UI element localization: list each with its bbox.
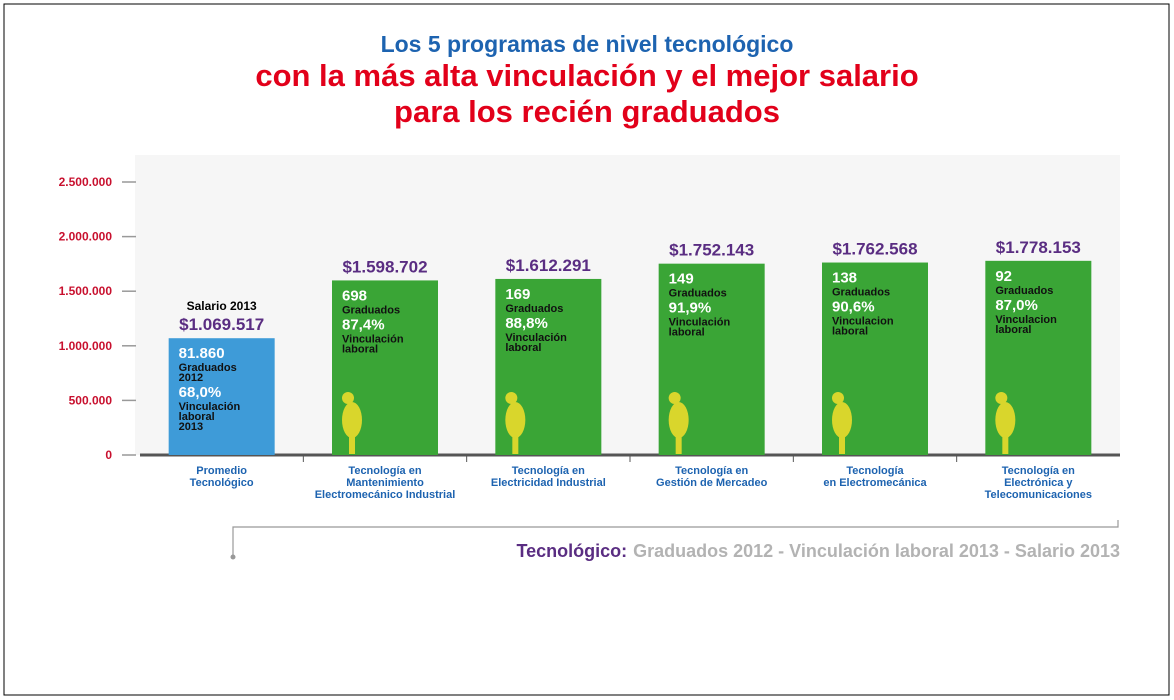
x-tick-label-line: Tecnología <box>846 465 904 477</box>
note-figure: 169 <box>505 286 530 303</box>
footer: Tecnológico: Graduados 2012 - Vinculación… <box>516 541 1120 561</box>
value-label: $1.598.702 <box>342 257 427 276</box>
chart: Los 5 programas de nivel tecnológico con… <box>0 0 1174 700</box>
figure-icon <box>349 430 355 454</box>
note-label: Graduados <box>342 304 400 316</box>
note-figure: 149 <box>669 271 694 288</box>
footer-dot <box>231 555 236 560</box>
x-tick-label-line: Mantenimiento <box>346 477 424 489</box>
figure-icon <box>995 392 1007 404</box>
note-figure: 87,4% <box>342 316 385 333</box>
title-line: para los recién graduados <box>394 94 780 129</box>
x-tick-label-line: Telecomunicaciones <box>985 489 1092 501</box>
note-label: laboral <box>342 343 378 355</box>
note-figure: 87,0% <box>995 297 1038 314</box>
note-label: laboral <box>995 324 1031 336</box>
note-figure: 91,9% <box>669 300 712 317</box>
x-tick-label-line: Electricidad Industrial <box>491 477 606 489</box>
value-label: $1.752.143 <box>669 241 754 260</box>
footer-label: Tecnológico: <box>516 541 627 561</box>
x-tick-label-line: Tecnología en <box>1002 465 1075 477</box>
figure-icon <box>342 392 354 404</box>
figure-icon <box>832 392 844 404</box>
page: Los 5 programas de nivel tecnológico con… <box>0 0 1174 700</box>
figure-icon <box>512 430 518 454</box>
y-tick-label: 0 <box>105 448 112 462</box>
note-figure: 88,8% <box>505 315 548 332</box>
plot-background <box>135 155 1120 455</box>
figure-icon <box>839 430 845 454</box>
y-tick-label: 2.500.000 <box>59 175 113 189</box>
x-tick-label-line: Gestión de Mercadeo <box>656 477 768 489</box>
note-label: Graduados <box>995 285 1053 297</box>
value-label: $1.069.517 <box>179 315 264 334</box>
note-label: Graduados <box>832 287 890 299</box>
y-tick-label: 2.000.000 <box>59 230 113 244</box>
y-tick-label: 1.500.000 <box>59 284 113 298</box>
y-tick-label: 1.000.000 <box>59 339 113 353</box>
x-tick-label-line: en Electromecánica <box>823 477 927 489</box>
note-label: Graduados <box>669 288 727 300</box>
x-tick-label-line: Electrónica y <box>1004 477 1073 489</box>
note-label: laboral <box>832 326 868 338</box>
value-label: $1.778.153 <box>996 238 1081 257</box>
note-label: 2012 <box>179 372 203 384</box>
note-figure: 81.860 <box>179 345 225 362</box>
note-label: laboral <box>669 327 705 339</box>
x-tick-label-line: Electromecánico Industrial <box>315 489 456 501</box>
footer-text: Graduados 2012 - Vinculación laboral 201… <box>633 541 1120 561</box>
title-line: con la más alta vinculación y el mejor s… <box>255 58 918 93</box>
note-figure: 92 <box>995 268 1012 285</box>
figure-icon <box>676 430 682 454</box>
title-line: Los 5 programas de nivel tecnológico <box>381 31 794 57</box>
note-figure: 138 <box>832 270 857 287</box>
salary-caption: Salario 2013 <box>187 299 257 313</box>
figure-icon <box>669 392 681 404</box>
value-label: $1.762.568 <box>832 240 917 259</box>
note-label: Graduados <box>505 303 563 315</box>
note-label: 2013 <box>179 421 203 433</box>
note-figure: 68,0% <box>179 384 222 401</box>
x-tick-label-line: Tecnológico <box>190 477 254 489</box>
note-figure: 90,6% <box>832 299 875 316</box>
x-tick-label-line: Tecnología en <box>512 465 585 477</box>
figure-icon <box>505 392 517 404</box>
figure-icon <box>1002 430 1008 454</box>
x-tick-label-line: Promedio <box>196 465 247 477</box>
note-figure: 698 <box>342 287 367 304</box>
note-label: laboral <box>505 342 541 354</box>
value-label: $1.612.291 <box>506 256 591 275</box>
y-tick-label: 500.000 <box>69 393 113 407</box>
x-tick-label-line: Tecnología en <box>348 465 421 477</box>
x-tick-label-line: Tecnología en <box>675 465 748 477</box>
